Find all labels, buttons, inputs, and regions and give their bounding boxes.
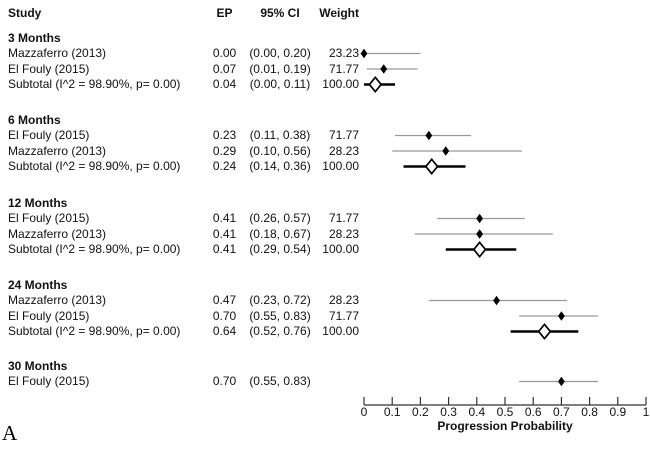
study-name: El Fouly (2015) bbox=[8, 374, 90, 388]
weight-value: 28.23 bbox=[328, 226, 359, 241]
effect-diamond bbox=[380, 64, 388, 74]
ci-value: (0.11, 0.38) bbox=[249, 128, 311, 142]
weight-value: 100.00 bbox=[322, 77, 359, 91]
group-label: 12 Months bbox=[8, 195, 68, 210]
ci-value: (0.18, 0.67) bbox=[249, 226, 311, 241]
ci-value: (0.00, 0.20) bbox=[249, 46, 311, 60]
x-axis-title: Progression Probability bbox=[437, 419, 573, 433]
weight-value: 100.00 bbox=[322, 324, 359, 338]
ep-value: 0.07 bbox=[212, 61, 237, 76]
group-label: 24 Months bbox=[8, 277, 68, 292]
ep-value: 0.41 bbox=[212, 226, 237, 241]
study-name: Subtotal (I^2 = 98.90%, p= 0.00) bbox=[8, 242, 181, 256]
weight-value: 28.23 bbox=[328, 143, 359, 158]
panel-label: A bbox=[2, 421, 18, 445]
effect-diamond bbox=[476, 213, 484, 224]
group-label: 30 Months bbox=[8, 358, 68, 373]
weight-value: 100.00 bbox=[322, 159, 359, 173]
weight-value: 71.77 bbox=[328, 128, 359, 142]
column-header-ci: 95% CI bbox=[260, 6, 300, 20]
ep-value: 0.29 bbox=[212, 143, 237, 158]
weight-value: 71.77 bbox=[328, 308, 359, 323]
study-name: Mazzaferro (2013) bbox=[8, 226, 107, 241]
ep-value: 0.23 bbox=[212, 128, 237, 142]
x-axis-tick-label: 0.1 bbox=[383, 405, 401, 419]
effect-diamond bbox=[442, 146, 450, 156]
group-label: 6 Months bbox=[8, 112, 61, 127]
effect-diamond bbox=[493, 295, 500, 306]
effect-diamond bbox=[360, 48, 368, 59]
ci-value: (0.52, 0.76) bbox=[249, 324, 311, 338]
ep-value: 0.04 bbox=[212, 77, 237, 91]
subtotal-diamond bbox=[368, 75, 383, 94]
ci-value: (0.01, 0.19) bbox=[249, 61, 311, 76]
x-axis-tick-label: 0.9 bbox=[609, 405, 627, 419]
x-axis-tick-label: 0 bbox=[360, 405, 368, 419]
study-name: Subtotal (I^2 = 98.90%, p= 0.00) bbox=[8, 159, 181, 173]
group-label: 3 Months bbox=[8, 30, 61, 45]
x-axis-tick-label: 0.6 bbox=[524, 405, 542, 419]
ci-value: (0.00, 0.11) bbox=[249, 77, 311, 91]
ci-value: (0.14, 0.36) bbox=[249, 159, 311, 173]
column-header-study: Study bbox=[8, 6, 42, 20]
subtotal-diamond bbox=[424, 157, 439, 176]
study-name: El Fouly (2015) bbox=[8, 211, 90, 225]
ep-value: 0.00 bbox=[212, 46, 237, 60]
study-name: Subtotal (I^2 = 98.90%, p= 0.00) bbox=[8, 77, 181, 91]
weight-value: 100.00 bbox=[322, 242, 359, 256]
study-name: El Fouly (2015) bbox=[8, 308, 90, 323]
effect-diamond bbox=[476, 229, 484, 239]
ci-value: (0.26, 0.57) bbox=[249, 211, 311, 225]
ci-value: (0.55, 0.83) bbox=[249, 374, 311, 388]
effect-diamond bbox=[425, 130, 433, 141]
weight-value: 28.23 bbox=[328, 293, 359, 307]
weight-value: 23.23 bbox=[328, 46, 359, 60]
subtotal-diamond bbox=[472, 240, 487, 259]
x-axis-tick-label: 0.3 bbox=[440, 405, 457, 419]
x-axis-tick-label: 0.4 bbox=[468, 405, 486, 419]
x-axis-tick-label: 0.7 bbox=[553, 405, 570, 419]
effect-diamond bbox=[558, 311, 565, 321]
column-header-ep: EP bbox=[216, 6, 233, 20]
subtotal-diamond bbox=[537, 322, 552, 341]
column-header-weight: Weight bbox=[319, 6, 359, 20]
study-name: El Fouly (2015) bbox=[8, 128, 90, 142]
effect-diamond bbox=[558, 376, 565, 387]
ci-value: (0.23, 0.72) bbox=[249, 293, 311, 307]
ci-value: (0.55, 0.83) bbox=[249, 308, 311, 323]
x-axis-tick-label: 0.8 bbox=[581, 405, 598, 419]
study-name: Subtotal (I^2 = 98.90%, p= 0.00) bbox=[8, 324, 181, 338]
weight-value: 71.77 bbox=[328, 61, 359, 76]
ep-value: 0.41 bbox=[212, 211, 237, 225]
ci-value: (0.10, 0.56) bbox=[249, 143, 311, 158]
study-name: Mazzaferro (2013) bbox=[8, 293, 107, 307]
x-axis-tick-label: 1 bbox=[642, 405, 650, 419]
ep-value: 0.70 bbox=[212, 374, 237, 388]
ep-value: 0.64 bbox=[212, 324, 237, 338]
ci-value: (0.29, 0.54) bbox=[249, 242, 311, 256]
ep-value: 0.24 bbox=[212, 159, 237, 173]
x-axis-tick-label: 0.5 bbox=[496, 405, 514, 419]
ep-value: 0.41 bbox=[212, 242, 237, 256]
study-name: Mazzaferro (2013) bbox=[8, 143, 107, 158]
study-name: El Fouly (2015) bbox=[8, 61, 90, 76]
ep-value: 0.70 bbox=[212, 308, 237, 323]
ep-value: 0.47 bbox=[212, 293, 237, 307]
x-axis-tick-label: 0.2 bbox=[412, 405, 429, 419]
study-name: Mazzaferro (2013) bbox=[8, 46, 107, 60]
weight-value: 71.77 bbox=[328, 211, 359, 225]
